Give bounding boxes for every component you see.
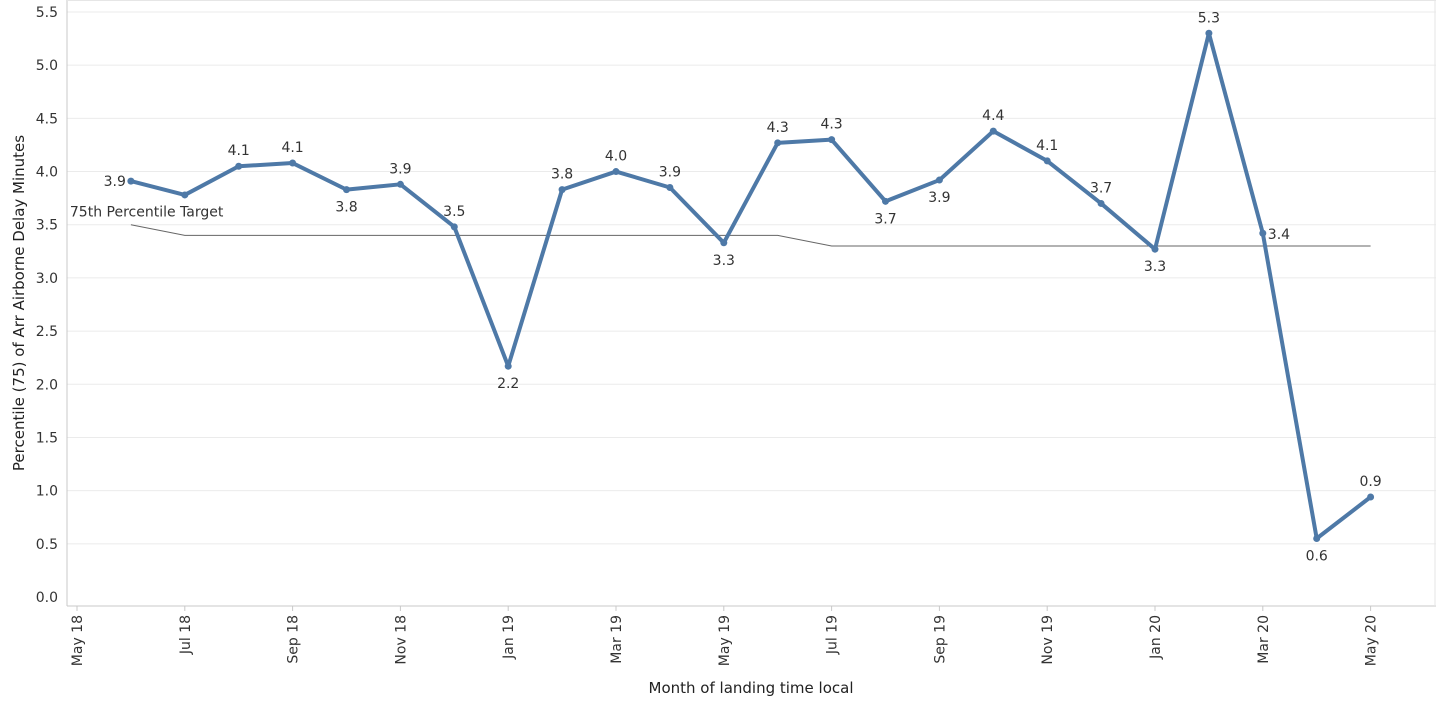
data-point [720, 239, 728, 247]
data-label: 4.3 [820, 117, 842, 133]
x-tick-label: Mar 19 [609, 615, 625, 664]
y-tick-label: 3.5 [36, 218, 58, 234]
x-tick-label: Nov 18 [393, 615, 409, 665]
x-tick-label: Jan 19 [501, 615, 517, 660]
y-tick-label: 5.0 [36, 58, 58, 74]
data-point [935, 176, 943, 184]
reference-line-label: 75th Percentile Target [70, 205, 224, 221]
data-label: 3.7 [874, 211, 896, 227]
data-label: 4.3 [767, 120, 789, 136]
gridlines [67, 11, 1436, 545]
data-label: 2.2 [497, 376, 519, 392]
data-label: 3.7 [1090, 180, 1112, 196]
y-axis-title: Percentile (75) of Arr Airborne Delay Mi… [10, 135, 28, 471]
y-tick-label: 0.5 [36, 537, 58, 553]
x-tick-label: Nov 19 [1040, 615, 1056, 665]
x-tick-label: Jan 20 [1148, 615, 1164, 660]
data-label: 3.3 [713, 253, 735, 269]
y-tick-label: 4.5 [36, 111, 58, 127]
series-group [127, 29, 1375, 542]
data-label: 3.3 [1144, 259, 1166, 275]
data-label: 3.5 [443, 204, 465, 220]
data-point [289, 159, 297, 167]
x-tick-labels: May 18 Jul 18 Sep 18 Nov 18 Jan 19 Mar 19 May … [70, 615, 1380, 666]
data-point [1259, 229, 1267, 237]
data-point [774, 139, 782, 147]
data-point [450, 223, 458, 231]
data-label: 5.3 [1198, 10, 1220, 26]
data-labels: 3.9 4.1 4.1 3.8 3.9 3.5 2.2 3.8 4.0 3.9 3.3 4.3 4.3 3… [104, 10, 1382, 564]
data-point [1205, 29, 1213, 37]
reference-line-group: 75th Percentile Target [70, 205, 1371, 247]
y-tick-label: 2.0 [36, 377, 58, 393]
data-label: 3.9 [659, 165, 681, 181]
data-label: 3.9 [928, 190, 950, 206]
y-tick-label: 1.5 [36, 430, 58, 446]
data-point [343, 186, 350, 194]
data-point [666, 184, 674, 191]
x-tick-label: Mar 20 [1256, 615, 1272, 664]
data-label: 4.4 [982, 108, 1004, 124]
data-label: 3.9 [104, 174, 126, 190]
data-point [989, 127, 997, 135]
x-tick-label: Jul 18 [178, 615, 194, 655]
data-point [127, 177, 135, 185]
data-point [558, 186, 566, 194]
y-tick-labels: 0.0 0.5 1.0 1.5 2.0 2.5 3.0 3.5 4.0 4.5 5.0 5.5 [36, 5, 58, 606]
data-point [828, 136, 836, 144]
x-tick-label: Jul 19 [825, 615, 841, 655]
data-label: 4.1 [228, 143, 250, 159]
data-label: 3.4 [1268, 227, 1290, 243]
data-label: 4.0 [605, 149, 627, 165]
data-point [1367, 493, 1375, 501]
data-point [181, 191, 189, 199]
data-point [504, 362, 512, 370]
y-tick-label: 4.0 [36, 165, 58, 181]
y-tick-label: 0.0 [36, 590, 58, 606]
axes [66, 0, 1436, 611]
x-axis-title: Month of landing time local [649, 679, 854, 697]
x-tick-label: May 19 [717, 615, 733, 666]
data-point [235, 162, 243, 170]
series-line [128, 31, 1373, 541]
reference-line [130, 224, 1371, 247]
data-point [1151, 245, 1159, 253]
data-label: 4.1 [281, 140, 303, 156]
x-tick-label: Sep 19 [932, 615, 948, 664]
data-label: 3.8 [335, 200, 357, 216]
data-label: 0.9 [1359, 474, 1381, 490]
y-tick-label: 2.5 [36, 324, 58, 340]
data-point [396, 180, 404, 188]
y-tick-label: 3.0 [36, 271, 58, 287]
data-label: 3.8 [551, 167, 573, 183]
data-label: 3.9 [389, 161, 411, 177]
data-point [1097, 199, 1105, 207]
y-tick-label: 1.0 [36, 484, 58, 500]
data-point [612, 168, 620, 176]
data-label: 4.1 [1036, 138, 1058, 154]
data-point [882, 197, 889, 205]
data-point [1313, 535, 1321, 542]
y-tick-label: 5.5 [36, 5, 58, 21]
data-label: 0.6 [1306, 549, 1328, 565]
x-tick-label: May 20 [1364, 615, 1380, 666]
x-tick-label: Sep 18 [286, 615, 302, 664]
x-tick-label: May 18 [70, 615, 86, 666]
data-point [1043, 157, 1051, 165]
